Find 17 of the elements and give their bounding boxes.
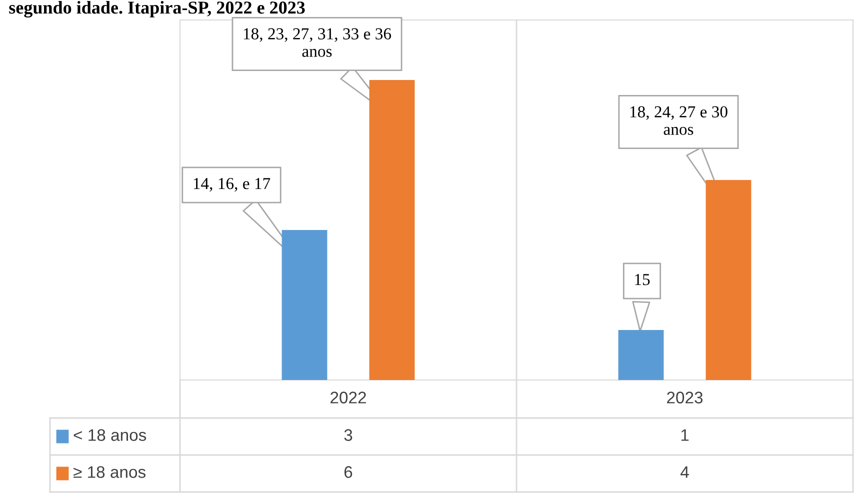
data-label: 6 [344,466,352,478]
legend-label: ≥ 18 anos [74,466,146,478]
annotation: 15 [635,274,650,286]
text: 18, 23, 27, 31, 33 e 36 anos [244,28,392,57]
annotation: 14, 16, e 17 [194,178,270,192]
legend-label: < 18 anos [74,429,146,441]
bar [618,330,664,380]
data-label: 4 [680,466,689,478]
bar [282,230,328,380]
bar [369,80,415,380]
x-tick-label: 2022 [330,392,366,404]
data-label: 3 [344,429,352,441]
annotation: 18, 24, 27 e 30 anos [630,106,728,135]
data-label: 1 [681,429,689,441]
chart-title: segundo idade. Itapira-SP, 2022 e 2023 [9,1,305,18]
x-tick-label: 2023 [667,392,703,404]
bar [706,180,752,380]
